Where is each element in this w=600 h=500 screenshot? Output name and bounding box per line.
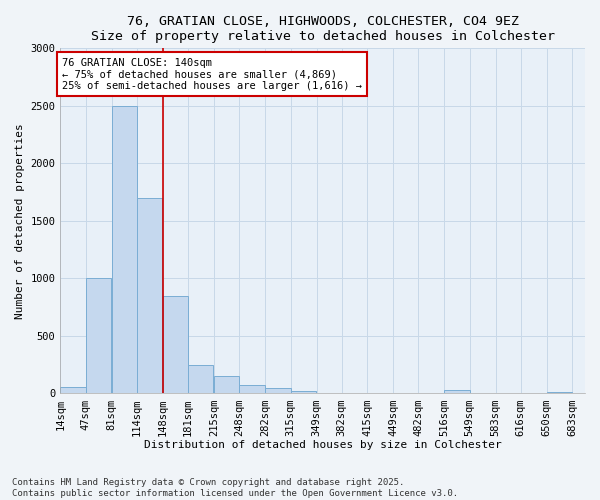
Bar	[188, 364, 214, 394]
Bar	[86, 278, 111, 394]
Bar	[163, 296, 188, 394]
Text: 76 GRATIAN CLOSE: 140sqm
← 75% of detached houses are smaller (4,869)
25% of sem: 76 GRATIAN CLOSE: 140sqm ← 75% of detach…	[62, 58, 362, 90]
X-axis label: Distribution of detached houses by size in Colchester: Distribution of detached houses by size …	[144, 440, 502, 450]
Bar	[239, 385, 265, 394]
Bar	[137, 198, 162, 394]
Y-axis label: Number of detached properties: Number of detached properties	[15, 123, 25, 319]
Text: Contains HM Land Registry data © Crown copyright and database right 2025.
Contai: Contains HM Land Registry data © Crown c…	[12, 478, 458, 498]
Title: 76, GRATIAN CLOSE, HIGHWOODS, COLCHESTER, CO4 9EZ
Size of property relative to d: 76, GRATIAN CLOSE, HIGHWOODS, COLCHESTER…	[91, 15, 555, 43]
Bar	[290, 391, 316, 394]
Bar	[444, 390, 470, 394]
Bar	[112, 106, 137, 394]
Bar	[265, 388, 290, 394]
Bar	[61, 386, 86, 394]
Bar	[547, 392, 572, 394]
Bar	[214, 376, 239, 394]
